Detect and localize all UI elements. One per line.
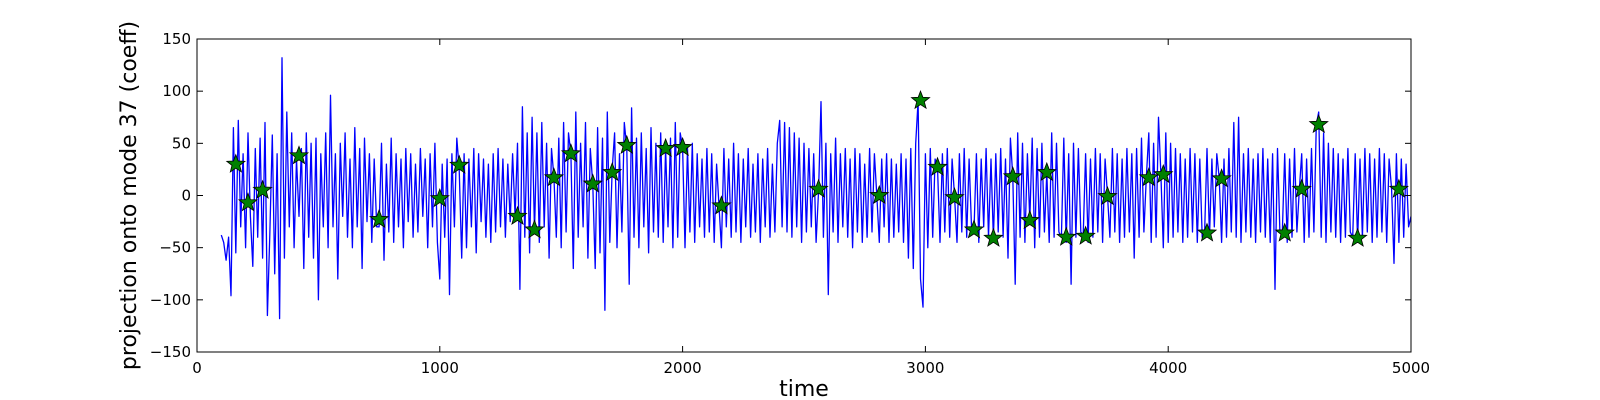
marker-layer bbox=[225, 89, 1409, 247]
star-marker bbox=[602, 161, 623, 182]
y-tick-label: −100 bbox=[150, 291, 191, 309]
star-marker bbox=[1036, 161, 1057, 182]
star-marker bbox=[1274, 222, 1295, 242]
x-tick-label: 2000 bbox=[664, 359, 702, 377]
star-marker bbox=[252, 179, 273, 199]
y-tick-label: 100 bbox=[162, 82, 191, 100]
y-tick-label: 0 bbox=[181, 187, 191, 205]
star-marker bbox=[869, 184, 890, 205]
star-marker bbox=[449, 154, 470, 174]
star-marker bbox=[237, 192, 259, 212]
star-marker bbox=[655, 137, 676, 158]
x-tick-label: 5000 bbox=[1392, 359, 1430, 377]
series-layer bbox=[220, 57, 1411, 320]
star-marker bbox=[711, 195, 732, 215]
star-marker bbox=[582, 173, 603, 193]
x-axis-label: time bbox=[779, 377, 829, 400]
x-tick-label: 4000 bbox=[1149, 359, 1187, 377]
tick-layer: 0 1000 2000 3000 4000 5000 −150 −100 −50 0 50 100 15… bbox=[150, 30, 1430, 377]
star-marker bbox=[288, 145, 310, 165]
star-marker bbox=[1196, 222, 1218, 242]
star-marker bbox=[927, 156, 948, 176]
star-marker bbox=[963, 219, 985, 239]
star-marker bbox=[543, 167, 565, 187]
star-marker bbox=[1308, 113, 1329, 134]
star-marker bbox=[429, 187, 450, 208]
x-tick-label: 0 bbox=[192, 359, 202, 377]
star-marker bbox=[983, 227, 1004, 247]
x-tick-label: 3000 bbox=[906, 359, 944, 377]
star-marker bbox=[808, 178, 829, 198]
y-tick-label: 150 bbox=[162, 30, 191, 48]
star-marker bbox=[1211, 168, 1232, 188]
star-marker bbox=[1075, 225, 1096, 245]
star-marker bbox=[1138, 167, 1159, 187]
star-marker bbox=[369, 208, 390, 229]
star-marker bbox=[225, 153, 246, 173]
star-marker bbox=[1002, 166, 1023, 186]
y-tick-label: −50 bbox=[159, 239, 191, 257]
star-marker bbox=[1153, 163, 1174, 184]
y-tick-label: 50 bbox=[172, 134, 191, 152]
star-marker bbox=[1019, 209, 1040, 230]
star-marker bbox=[1388, 178, 1409, 198]
star-marker bbox=[672, 136, 693, 157]
star-marker bbox=[1097, 185, 1118, 206]
y-axis-label: projection onto mode 37 (coeff) bbox=[117, 21, 142, 370]
y-tick-label: −150 bbox=[150, 343, 191, 361]
star-marker bbox=[944, 186, 965, 207]
series-line bbox=[220, 57, 1411, 320]
star-marker bbox=[560, 143, 581, 163]
x-tick-label: 1000 bbox=[421, 359, 459, 377]
star-marker bbox=[1056, 226, 1077, 246]
star-marker bbox=[1291, 178, 1312, 198]
star-marker bbox=[524, 219, 545, 239]
star-marker bbox=[1347, 227, 1368, 247]
star-marker bbox=[910, 89, 931, 110]
star-marker bbox=[616, 134, 637, 155]
star-marker bbox=[507, 205, 528, 226]
